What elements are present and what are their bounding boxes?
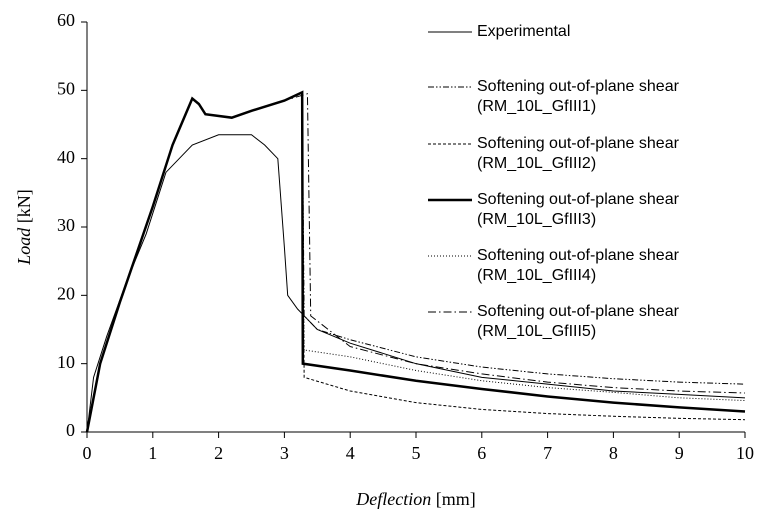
legend-label: (RM_10L_GfIII2)	[477, 155, 596, 172]
x-tick-label: 5	[412, 443, 421, 463]
x-tick-label: 8	[609, 443, 618, 463]
x-tick-label: 0	[83, 443, 92, 463]
legend-label: (RM_10L_GfIII1)	[477, 98, 596, 115]
x-tick-label: 6	[477, 443, 486, 463]
x-tick-label: 9	[675, 443, 684, 463]
y-axis-label: Load [kN]	[14, 189, 34, 266]
x-tick-label: 7	[543, 443, 552, 463]
x-tick-label: 10	[736, 443, 754, 463]
legend-label: Experimental	[477, 23, 570, 40]
x-tick-label: 4	[346, 443, 355, 463]
y-tick-label: 50	[57, 78, 75, 98]
legend-label: Softening out-of-plane shear	[477, 78, 680, 95]
legend-label: (RM_10L_GfIII5)	[477, 323, 596, 340]
x-axis-label-unit: [mm]	[436, 489, 476, 509]
x-tick-label: 3	[280, 443, 289, 463]
legend-label: (RM_10L_GfIII4)	[477, 267, 596, 284]
legend-label: Softening out-of-plane shear	[477, 247, 680, 264]
series-line	[86, 93, 746, 433]
x-tick-label: 2	[214, 443, 223, 463]
series-line	[86, 134, 746, 433]
y-tick-label: 0	[66, 420, 75, 440]
y-tick-label: 40	[57, 147, 75, 167]
x-tick-label: 1	[148, 443, 157, 463]
y-axis-label-unit: [kN]	[14, 189, 34, 223]
legend-label: Softening out-of-plane shear	[477, 191, 680, 208]
legend-label: Softening out-of-plane shear	[477, 135, 680, 152]
y-tick-label: 60	[57, 10, 75, 30]
y-tick-label: 20	[57, 283, 75, 303]
legend-label: (RM_10L_GfIII3)	[477, 211, 596, 228]
y-tick-label: 30	[57, 215, 75, 235]
x-axis-label: Deflection [mm]	[355, 489, 475, 509]
y-tick-label: 10	[57, 352, 75, 372]
y-axis-label-italic: Load	[14, 227, 34, 266]
x-axis-label-italic: Deflection	[355, 489, 431, 509]
legend-label: Softening out-of-plane shear	[477, 303, 680, 320]
